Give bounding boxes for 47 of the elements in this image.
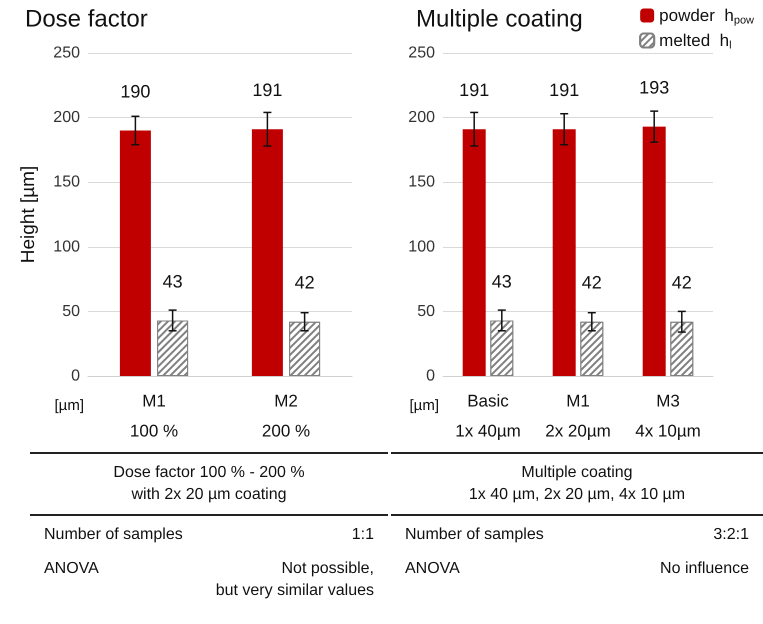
data-label: 42: [672, 272, 692, 293]
text: 1:1: [352, 525, 374, 545]
bar: [462, 129, 486, 376]
y-tick-label: 100: [53, 238, 80, 256]
bar: [552, 129, 576, 376]
x-tick-label: M1 2x 20µm: [545, 392, 611, 440]
bar: [252, 129, 283, 376]
x-tick-label: M3 4x 10µm: [635, 392, 701, 440]
data-label: 193: [639, 78, 670, 98]
y-tick-label: 100: [408, 238, 436, 256]
text: ANOVA: [405, 559, 460, 579]
chart-title: Multiple coating: [416, 6, 583, 32]
y-axis-title: Height [µm]: [18, 166, 39, 264]
text: Number of samples: [44, 525, 183, 545]
bar: [120, 130, 151, 376]
data-label: 191: [459, 80, 490, 100]
text: 3:2:1: [713, 525, 749, 545]
y-tick-label: 50: [417, 302, 436, 320]
data-label: 191: [252, 80, 282, 100]
y-tick-label: 250: [53, 44, 80, 62]
x-tick-label: M1 100 %: [130, 392, 178, 440]
data-label: 43: [162, 271, 183, 292]
text: ANOVA: [44, 559, 99, 579]
y-tick-label: 150: [408, 174, 436, 191]
data-label: 42: [582, 272, 602, 293]
text: No influence: [660, 559, 749, 579]
y-tick-label: 50: [62, 302, 80, 320]
data-label: 42: [294, 272, 315, 293]
y-tick-label: 200: [53, 109, 80, 126]
text: Not possible, but very similar values: [216, 559, 374, 601]
text: Dose factor 100 % - 200 % with 2x 20 µm coating: [30, 452, 388, 516]
chart-title: Dose factor: [25, 6, 148, 32]
y-tick-label: 150: [53, 174, 80, 191]
data-label: 43: [492, 271, 512, 292]
x-axis-title: [µm]: [410, 397, 439, 414]
y-tick-label: 250: [408, 44, 436, 62]
y-tick-label: 0: [426, 368, 436, 384]
data-label: 191: [549, 80, 580, 100]
text: Multiple coating 1x 40 µm, 2x 20 µm, 4x 10 µm: [391, 452, 763, 516]
y-tick-label: 0: [71, 368, 80, 384]
x-axis-title: [µm]: [54, 397, 84, 414]
bar: [642, 126, 666, 376]
data-label: 190: [120, 82, 150, 102]
x-tick-label: M2 200 %: [262, 392, 310, 440]
text: Number of samples: [405, 525, 544, 545]
y-tick-label: 200: [408, 109, 436, 126]
x-tick-label: Basic 1x 40µm: [455, 392, 521, 440]
